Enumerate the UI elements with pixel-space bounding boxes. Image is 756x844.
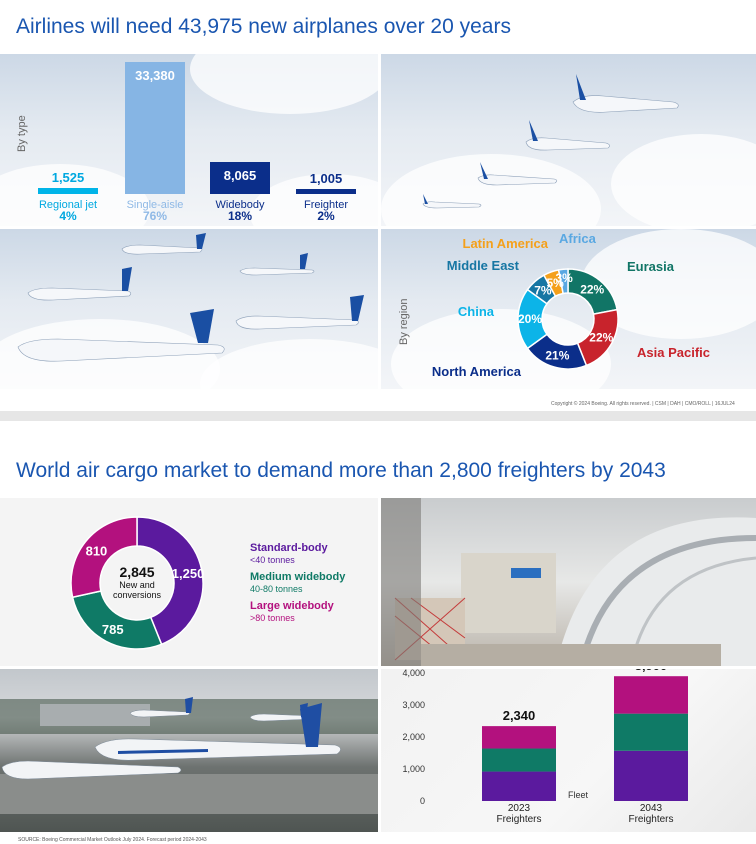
boeing-737-planes-image xyxy=(422,74,679,209)
y-tick-label: 0 xyxy=(420,796,425,806)
region-percent: 5% xyxy=(546,276,564,290)
type-bar-single-aisle xyxy=(125,62,185,194)
legend-medium-widebody: Medium widebody xyxy=(250,571,346,583)
type-bar-percent: 18% xyxy=(227,209,253,223)
fleet-total-label: 3,900 xyxy=(635,669,668,673)
type-bar-value: 1,005 xyxy=(309,171,343,186)
legend-sublabel: <40 tonnes xyxy=(250,555,295,565)
type-bar-value: 33,380 xyxy=(135,68,175,83)
copyright-text: Copyright © 2024 Boeing. All rights rese… xyxy=(551,401,735,407)
fleet-label: Fleet xyxy=(568,790,589,800)
cargo-slice-standard-body xyxy=(136,516,204,646)
y-tick-label: 3,000 xyxy=(402,700,425,710)
region-name-asia-pacific: Asia Pacific xyxy=(637,345,710,360)
fleet-bar-large-widebody-1 xyxy=(614,676,688,714)
fleet-bar-medium-widebody-1 xyxy=(614,713,688,751)
region-name-middle-east: Middle East xyxy=(447,258,520,273)
cargo-slice-large-widebody xyxy=(70,516,138,599)
legend-sublabel: >80 tonnes xyxy=(250,613,295,623)
region-name-africa: Africa xyxy=(559,231,597,246)
type-bar-value: 8,065 xyxy=(223,168,257,184)
region-slice-africa xyxy=(557,268,569,295)
widebody-planes-image xyxy=(17,233,364,362)
region-percent: 7% xyxy=(534,283,552,297)
section-divider xyxy=(0,389,756,411)
region-percent: 21% xyxy=(545,348,569,362)
region-name-latin-america: Latin America xyxy=(463,236,549,251)
cargo-value: 1,250 xyxy=(172,566,205,581)
type-bar-label: Freighter xyxy=(303,199,349,211)
y-tick-label: 4,000 xyxy=(402,669,425,678)
source-note: SOURCE: Boeing Commercial Market Outlook… xyxy=(18,837,207,843)
fleet-category-label: 2043 xyxy=(640,803,663,814)
section2-title: World air cargo market to demand more th… xyxy=(16,459,666,482)
region-percent: 22% xyxy=(580,283,604,297)
cargo-center-label: New and xyxy=(119,580,155,590)
legend-standard-body: Standard-body xyxy=(250,542,328,554)
y-tick-label: 1,000 xyxy=(402,764,425,774)
type-bar-label: Single-aisle xyxy=(126,199,184,211)
type-bar-regional-jet xyxy=(38,187,98,194)
fleet-total-label: 2,340 xyxy=(503,708,536,723)
type-bar-chart: 1,525 Regional jet 4% 33,380 Single-aisle 76%… xyxy=(0,54,378,226)
fleet-bar-standard-body-0 xyxy=(482,771,556,801)
region-donut-chart: 22% 22% 21% 20% 7%5%3% Eurasia Asia Pacific Nor… xyxy=(432,231,710,379)
y-tick-label: 2,000 xyxy=(402,732,425,742)
cargo-center-label: conversions xyxy=(113,590,162,600)
cargo-value: 810 xyxy=(86,543,108,558)
region-percent: 3% xyxy=(555,271,573,285)
fleet-bar-panel xyxy=(381,669,756,832)
legend-large-widebody: Large widebody xyxy=(250,600,334,612)
runway-photo xyxy=(0,669,378,832)
gray-separator xyxy=(0,411,756,421)
region-percent: 22% xyxy=(589,330,613,344)
cargo-center-value: 2,845 xyxy=(119,564,154,580)
section1-title: Airlines will need 43,975 new airplanes … xyxy=(16,15,511,38)
type-bar-freighter xyxy=(296,189,356,194)
type-bar-percent: 4% xyxy=(59,209,77,223)
type-bar-value: 1,525 xyxy=(51,169,85,185)
fleet-bar-standard-body-1 xyxy=(614,750,688,801)
region-name-china: China xyxy=(458,304,495,319)
freighter-interior-photo xyxy=(381,498,756,666)
legend-sublabel: 40-80 tonnes xyxy=(250,584,303,594)
type-bar-label: Widebody xyxy=(215,199,265,211)
fleet-bar-medium-widebody-0 xyxy=(482,748,556,772)
type-bar-percent: 2% xyxy=(317,209,335,223)
region-name-north-america: North America xyxy=(432,364,522,379)
region-name-eurasia: Eurasia xyxy=(627,259,675,274)
fleet-bar-large-widebody-0 xyxy=(482,726,556,749)
type-bar-widebody xyxy=(210,162,270,194)
region-percent: 20% xyxy=(518,312,542,326)
type-bar-percent: 76% xyxy=(142,209,168,223)
fleet-stacked-bar-chart: 01,0002,0003,0004,0002,3402023Freighters… xyxy=(402,669,688,825)
fleet-category-label: 2023 xyxy=(508,803,531,814)
cargo-legend: Standard-body <40 tonnes Medium widebody 40… xyxy=(250,542,375,642)
type-bar-label: Regional jet xyxy=(38,199,98,211)
fleet-category-label: Freighters xyxy=(628,814,673,825)
fleet-category-label: Freighters xyxy=(496,814,541,825)
cargo-value: 785 xyxy=(102,622,124,637)
